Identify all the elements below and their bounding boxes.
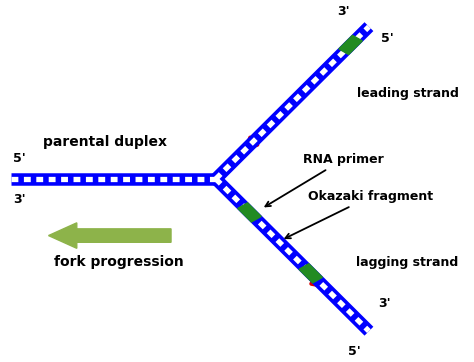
Text: parental duplex: parental duplex [43,135,167,149]
Bar [238,203,261,222]
Text: Okazaki fragment: Okazaki fragment [285,190,433,238]
Text: leading strand: leading strand [356,87,458,100]
FancyArrow shape [48,223,171,248]
Text: RNA primer: RNA primer [265,153,384,206]
Text: 3': 3' [13,193,26,206]
Bar [299,264,322,283]
Text: 3': 3' [337,5,349,18]
Text: 3': 3' [378,297,391,310]
Text: 5': 5' [348,345,361,358]
Bar [339,35,362,54]
Text: 5': 5' [13,152,26,165]
Text: 5': 5' [381,32,393,45]
Text: lagging strand: lagging strand [356,256,458,269]
Text: fork progression: fork progression [55,255,184,269]
